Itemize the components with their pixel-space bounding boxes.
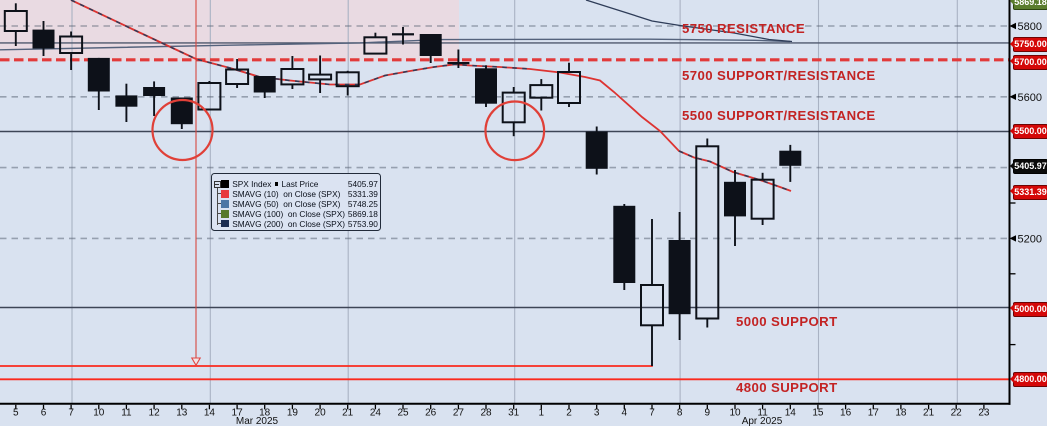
- svg-text:3: 3: [594, 408, 600, 419]
- svg-text:7: 7: [649, 408, 655, 419]
- svg-text:8: 8: [677, 408, 683, 419]
- svg-text:17: 17: [232, 408, 244, 419]
- svg-text:13: 13: [176, 408, 188, 419]
- svg-text:19: 19: [287, 408, 299, 419]
- svg-text:5200: 5200: [1018, 233, 1042, 245]
- svg-text:23: 23: [978, 408, 990, 419]
- svg-text:21: 21: [923, 408, 935, 419]
- svg-text:25: 25: [397, 408, 409, 419]
- svg-text:7: 7: [68, 408, 74, 419]
- svg-text:16: 16: [840, 408, 852, 419]
- svg-text:18: 18: [259, 408, 271, 419]
- svg-text:26: 26: [425, 408, 437, 419]
- svg-text:31: 31: [508, 408, 520, 419]
- svg-text:10: 10: [93, 408, 105, 419]
- svg-text:Mar 2025: Mar 2025: [236, 416, 279, 426]
- svg-text:15: 15: [812, 408, 824, 419]
- svg-text:12: 12: [149, 408, 161, 419]
- svg-text:1: 1: [539, 408, 545, 419]
- svg-text:5800: 5800: [1018, 21, 1042, 33]
- svg-text:24: 24: [370, 408, 382, 419]
- svg-text:28: 28: [480, 408, 492, 419]
- svg-text:21: 21: [342, 408, 354, 419]
- svg-text:17: 17: [868, 408, 880, 419]
- svg-text:27: 27: [453, 408, 465, 419]
- svg-text:14: 14: [204, 408, 216, 419]
- svg-text:4: 4: [622, 408, 628, 419]
- svg-text:22: 22: [951, 408, 963, 419]
- svg-text:Apr 2025: Apr 2025: [742, 416, 783, 426]
- svg-text:18: 18: [895, 408, 907, 419]
- svg-text:10: 10: [729, 408, 741, 419]
- svg-text:11: 11: [757, 408, 768, 419]
- svg-text:20: 20: [315, 408, 327, 419]
- svg-text:11: 11: [121, 408, 132, 419]
- svg-text:14: 14: [785, 408, 797, 419]
- svg-text:5600: 5600: [1018, 92, 1042, 104]
- svg-text:9: 9: [705, 408, 711, 419]
- svg-text:2: 2: [566, 408, 572, 419]
- svg-text:5: 5: [13, 408, 19, 419]
- svg-text:6: 6: [41, 408, 47, 419]
